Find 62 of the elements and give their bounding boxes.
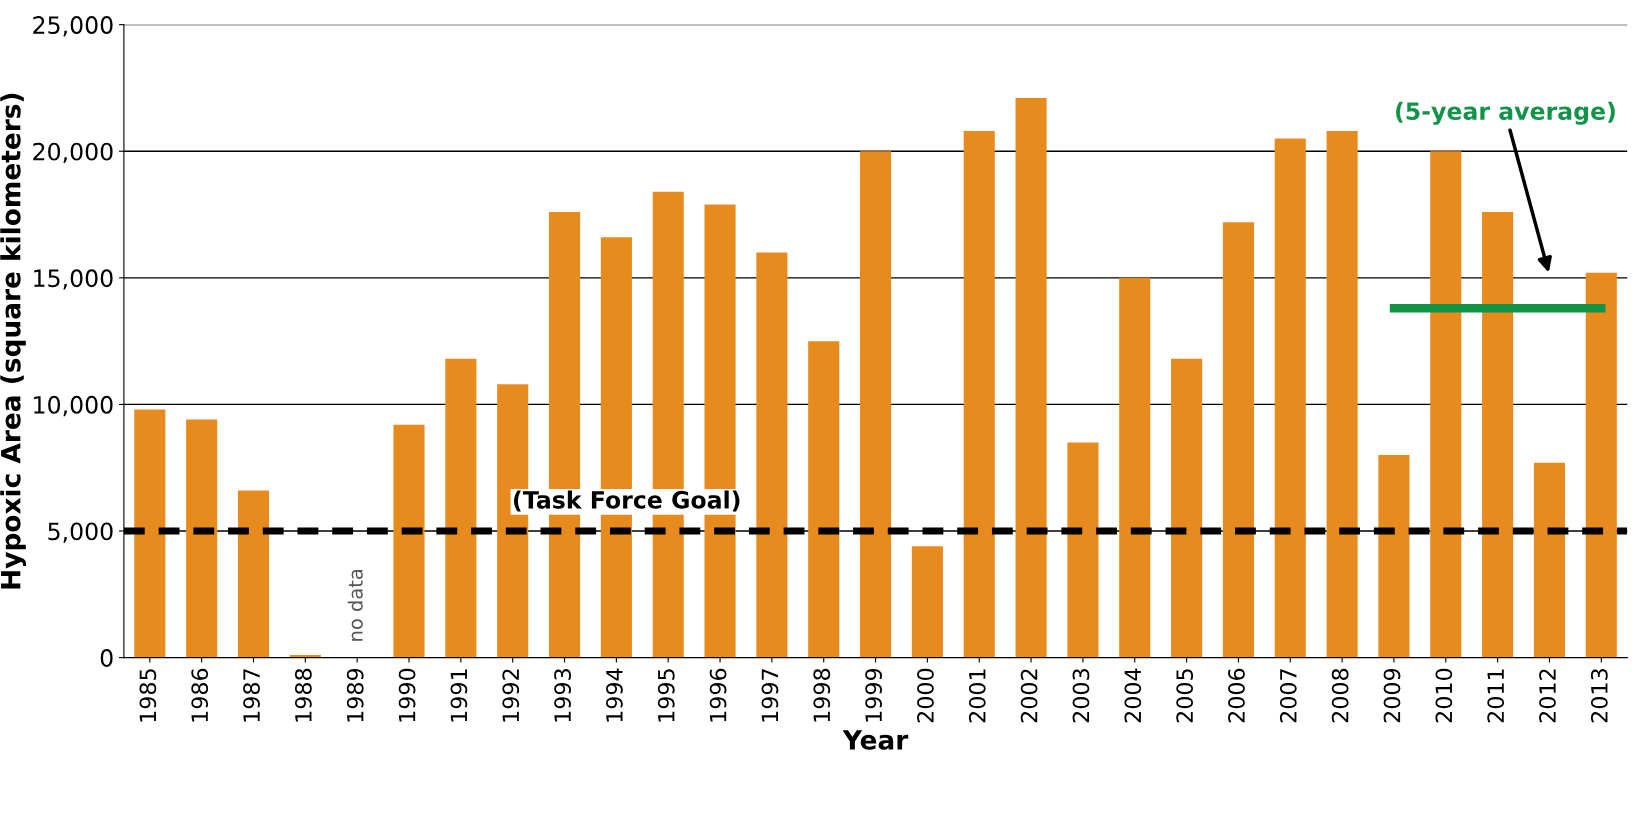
annotation: no data xyxy=(347,569,363,641)
y-tick-label: 25,000 xyxy=(33,16,113,37)
bar xyxy=(1378,455,1410,658)
text: (5-year average) xyxy=(1396,101,1615,125)
x-tick-label: 2002 xyxy=(1020,669,1038,723)
x-tick-label: 2000 xyxy=(917,668,934,723)
x-tick-label: 2005 xyxy=(1176,669,1194,723)
ref-line-label: (Task Force Goal) xyxy=(514,490,740,512)
y-tick-label: 15,000 xyxy=(34,269,113,290)
x-tick-label: 2008 xyxy=(1331,668,1349,723)
bar xyxy=(756,252,788,658)
x-tick-label: 1990 xyxy=(398,668,416,722)
bar xyxy=(186,419,218,658)
x-tick-label: 2012 xyxy=(1539,669,1556,723)
x-tick-label: 2003 xyxy=(1072,669,1090,723)
bar xyxy=(1430,151,1462,658)
x-tick-label: 2010 xyxy=(1435,668,1453,723)
y-tick-label: 0 xyxy=(100,649,113,667)
x-tick-label: 1985 xyxy=(139,669,157,722)
x-tick-label: 1995 xyxy=(657,669,675,722)
x-tick-label: 2006 xyxy=(1228,668,1245,723)
x-tick-label: 2013 xyxy=(1590,669,1608,723)
x-tick-label: 1996 xyxy=(709,668,727,722)
x-tick-label: 1992 xyxy=(502,669,520,722)
bar xyxy=(808,341,840,658)
bar xyxy=(393,424,425,658)
x-tick-label: 1988 xyxy=(294,668,312,722)
x-tick-label: 1994 xyxy=(606,668,623,722)
y-tick-label: 5,000 xyxy=(48,522,113,543)
x-tick-label: 1986 xyxy=(191,668,209,722)
bar xyxy=(1067,442,1099,658)
x-tick-label: 1997 xyxy=(761,669,779,722)
x-tick-label: 1999 xyxy=(865,668,883,722)
bar xyxy=(860,151,892,658)
y-tick-label: 10,000 xyxy=(34,395,113,417)
x-tick-label: 2007 xyxy=(1279,669,1297,723)
x-tick-label: 2004 xyxy=(1124,668,1142,723)
bar xyxy=(134,409,166,658)
x-tick-label: 1987 xyxy=(243,669,260,722)
bar xyxy=(1222,222,1254,658)
bar xyxy=(1482,212,1514,658)
bar xyxy=(1274,138,1306,658)
bar xyxy=(237,490,270,658)
x-tick-label: 2011 xyxy=(1487,669,1505,723)
x-tick-label: 2001 xyxy=(968,669,986,723)
y-tick-label: 20,000 xyxy=(33,142,113,163)
bar xyxy=(1326,130,1358,658)
bar xyxy=(1533,462,1566,658)
x-tick-label: 1989 xyxy=(346,668,364,722)
bar xyxy=(1119,277,1151,658)
x-tick-label: 1993 xyxy=(554,669,571,722)
x-tick-label: 2009 xyxy=(1383,668,1401,723)
x-tick-label: 1998 xyxy=(813,668,831,722)
x-axis-title: Year xyxy=(842,730,909,750)
bar xyxy=(1171,358,1203,658)
x-tick-label: 1991 xyxy=(450,669,468,722)
y-axis-title: Hypoxic Area (square kilometers) xyxy=(0,93,27,589)
bar xyxy=(445,358,477,658)
bar xyxy=(1015,98,1047,658)
bar xyxy=(1585,272,1617,658)
bar xyxy=(911,546,943,658)
bar xyxy=(963,130,995,658)
